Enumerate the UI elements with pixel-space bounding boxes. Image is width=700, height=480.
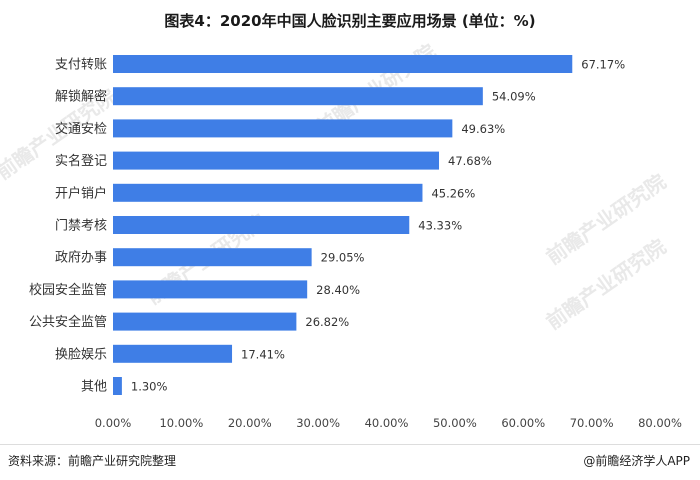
data-label-7: 28.40%	[316, 283, 360, 297]
x-tick-label-1: 10.00%	[159, 416, 203, 430]
x-axis-ticks: 0.00% 10.00% 20.00% 30.00% 40.00% 50.00% 60.00…	[95, 416, 682, 430]
category-labels: 支付转账解锁解密交通安检实名登记开户销户门禁考核政府办事校园安全监管公共安全监管…	[29, 58, 107, 395]
bar-1	[113, 87, 483, 106]
bars-group	[113, 55, 573, 395]
data-label-0: 67.17%	[581, 58, 625, 72]
data-label-9: 17.41%	[241, 347, 285, 361]
bar-chart: 前瞻产业研究院前瞻产业研究院前瞻产业研究院前瞻产业研究院前瞻产业研究院 支付转账…	[0, 39, 682, 430]
bar-6	[113, 248, 312, 267]
x-tick-label-6: 60.00%	[501, 416, 545, 430]
x-tick-label-5: 50.00%	[433, 416, 477, 430]
category-label-5: 门禁考核	[55, 219, 107, 234]
footer-source: 资料来源：前瞻产业研究院整理	[8, 454, 177, 468]
bar-4	[113, 183, 423, 202]
category-label-0: 支付转账	[55, 58, 107, 73]
footer-brand: @前瞻经济学人APP	[583, 454, 690, 468]
bar-0	[113, 55, 573, 73]
category-label-1: 解锁解密	[55, 89, 107, 105]
category-label-2: 交通安检	[55, 121, 107, 137]
bar-9	[113, 344, 233, 363]
data-label-1: 54.09%	[492, 90, 536, 104]
data-label-10: 1.30%	[131, 380, 168, 394]
data-label-4: 45.26%	[431, 186, 475, 200]
category-label-10: 其他	[81, 380, 107, 395]
category-label-7: 校园安全监管	[29, 282, 107, 298]
bar-7	[113, 280, 308, 299]
category-label-4: 开户销户	[55, 185, 107, 201]
data-label-5: 43.33%	[418, 219, 462, 233]
category-label-9: 换脸娱乐	[55, 347, 107, 362]
x-tick-label-3: 30.00%	[296, 416, 340, 430]
data-labels: 67.17% 54.09% 49.63% 47.68% 45.26% 43.33% 29.0…	[131, 58, 625, 394]
data-label-2: 49.63%	[461, 122, 505, 136]
data-label-8: 26.82%	[305, 315, 349, 329]
data-label-3: 47.68%	[448, 154, 492, 168]
x-tick-label-4: 40.00%	[365, 416, 409, 430]
x-tick-label-0: 0.00%	[95, 416, 132, 430]
chart-title: 图表4：2020年中国人脸识别主要应用场景 (单位：%)	[164, 12, 536, 30]
bar-8	[113, 312, 297, 331]
x-tick-label-2: 20.00%	[228, 416, 272, 430]
bar-2	[113, 119, 453, 138]
footer-divider	[0, 444, 700, 445]
category-label-8: 公共安全监管	[29, 314, 107, 330]
category-label-3: 实名登记	[55, 153, 107, 169]
data-label-6: 29.05%	[321, 251, 365, 265]
x-tick-label-7: 70.00%	[570, 416, 614, 430]
category-label-6: 政府办事	[55, 251, 107, 266]
bar-3	[113, 151, 440, 170]
bar-10	[113, 377, 122, 395]
bar-5	[113, 216, 410, 234]
x-tick-label-8: 80.00%	[638, 416, 682, 430]
